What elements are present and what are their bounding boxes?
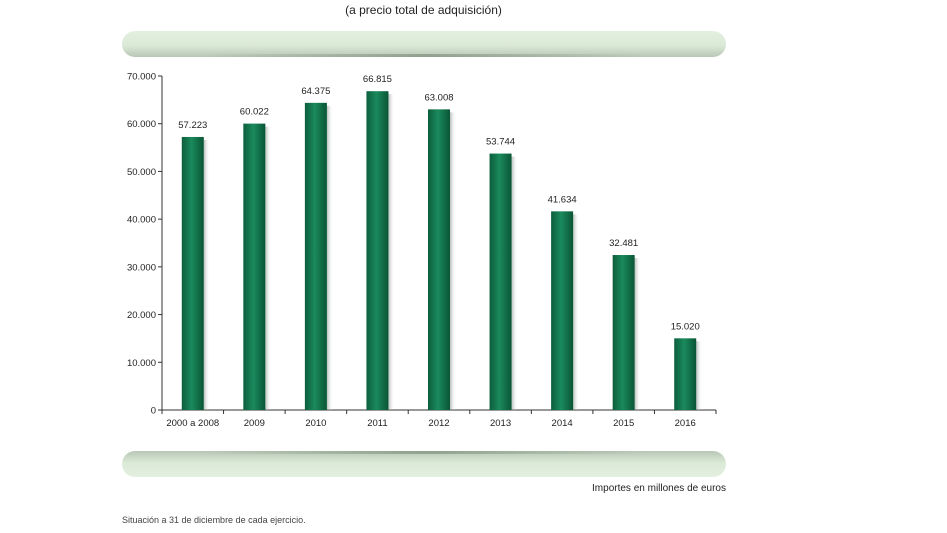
y-tick-label: 70.000 — [127, 72, 156, 83]
bar — [304, 102, 327, 410]
bar — [181, 136, 204, 410]
bar-shadow — [450, 112, 456, 411]
data-label: 60.022 — [240, 107, 269, 118]
x-axis: 2000 a 2008 2009 2010 2011 2012 2013 2014 2015 2… — [161, 409, 717, 429]
x-tick-label: 2016 — [675, 418, 696, 429]
x-tick-label: 2014 — [552, 418, 573, 429]
x-tick-label: 2013 — [490, 418, 511, 429]
chart-subtitle: (a precio total de adquisición) — [345, 3, 502, 17]
bar-shadow — [696, 341, 703, 410]
bar-shadow — [634, 258, 641, 410]
x-tick-label: 2012 — [428, 418, 449, 429]
x-tick-label: 2011 — [367, 418, 387, 429]
y-tick-label: 60.000 — [127, 119, 156, 130]
bar-shadow — [326, 105, 333, 410]
bar-shadow — [511, 156, 518, 410]
x-tick-label: 2009 — [244, 418, 265, 429]
bar — [428, 109, 450, 411]
bar-shadow — [203, 139, 210, 410]
y-tick-label: 50.000 — [127, 167, 156, 178]
x-tick-label: 2000 a 2008 — [166, 418, 219, 429]
y-tick-label: 40.000 — [127, 215, 156, 226]
data-label: 66.815 — [363, 74, 392, 85]
bar — [366, 91, 389, 411]
bar — [243, 123, 266, 410]
x-tick-label: 2010 — [305, 418, 326, 429]
data-label: 15.020 — [671, 321, 700, 332]
y-tick-label: 0 — [151, 406, 156, 417]
data-label: 63.008 — [424, 92, 453, 103]
data-label: 53.744 — [486, 137, 515, 148]
data-labels-group: 57.223 60.022 64.375 66.815 63.008 53.744 41.6… — [178, 74, 700, 332]
data-label: 32.481 — [609, 238, 638, 249]
y-tick-label: 20.000 — [127, 310, 156, 321]
data-label: 57.223 — [178, 120, 207, 131]
bar-shadow — [573, 214, 580, 410]
bottom-decorative-band — [122, 451, 726, 477]
y-axis: 0 10.000 20.000 30.000 40.000 50.000 60.000 70.… — [127, 72, 163, 417]
data-label: 64.375 — [301, 86, 330, 97]
x-tick-label: 2015 — [613, 418, 634, 429]
footnote: Situación a 31 de diciembre de cada ejer… — [122, 515, 306, 525]
bar-shadow — [388, 94, 395, 411]
data-label: 41.634 — [548, 194, 577, 205]
units-note: Importes en millones de euros — [592, 483, 726, 494]
bar-shadow — [265, 126, 272, 410]
y-tick-label: 10.000 — [127, 358, 156, 369]
bar — [674, 338, 697, 410]
bar — [489, 153, 512, 411]
bar — [551, 211, 574, 410]
top-decorative-band — [122, 31, 726, 57]
bar — [612, 255, 635, 410]
y-tick-label: 30.000 — [127, 262, 156, 273]
bars-group — [181, 91, 703, 411]
